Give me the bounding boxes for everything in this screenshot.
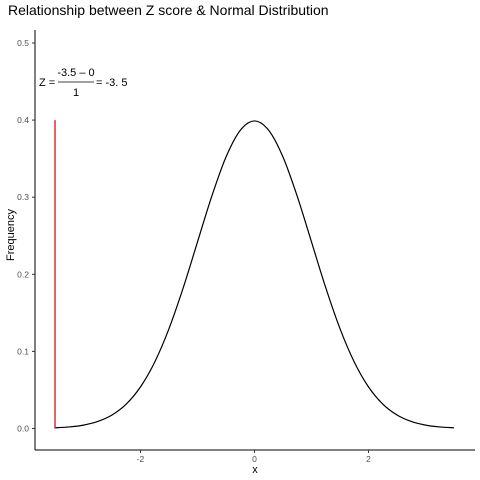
plot-series — [54, 120, 455, 429]
y-axis: 0.0 0.1 0.2 0.3 0.4 0.5 — [17, 30, 36, 450]
z-score-annotation: Z = -3.5 – 0 1 = -3. 5 — [39, 67, 128, 99]
y-tick-label: 0.0 — [17, 424, 29, 434]
normal-curve-line — [54, 120, 455, 429]
y-ticks: 0.0 0.1 0.2 0.3 0.4 0.5 — [17, 38, 35, 434]
y-tick-label: 0.4 — [17, 115, 29, 125]
annotation-numerator: -3.5 – 0 — [57, 67, 94, 79]
y-tick-label: 0.3 — [17, 192, 29, 202]
y-tick-label: 0.1 — [17, 346, 29, 356]
x-tick-label: 0 — [252, 454, 257, 464]
y-axis-label: Frequency — [5, 209, 17, 261]
y-tick-label: 0.5 — [17, 38, 29, 48]
annotation-denominator: 1 — [73, 87, 79, 99]
x-axis: -2 0 2 — [35, 449, 475, 464]
chart-title: Relationship between Z score & Normal Di… — [8, 2, 329, 18]
y-tick-label: 0.2 — [17, 269, 29, 279]
x-tick-label: -2 — [137, 454, 145, 464]
annotation-prefix: Z = — [39, 77, 55, 89]
annotation-result: = -3. 5 — [96, 77, 128, 89]
x-ticks: -2 0 2 — [137, 450, 371, 464]
x-axis-label: x — [252, 464, 258, 476]
x-tick-label: 2 — [366, 454, 371, 464]
